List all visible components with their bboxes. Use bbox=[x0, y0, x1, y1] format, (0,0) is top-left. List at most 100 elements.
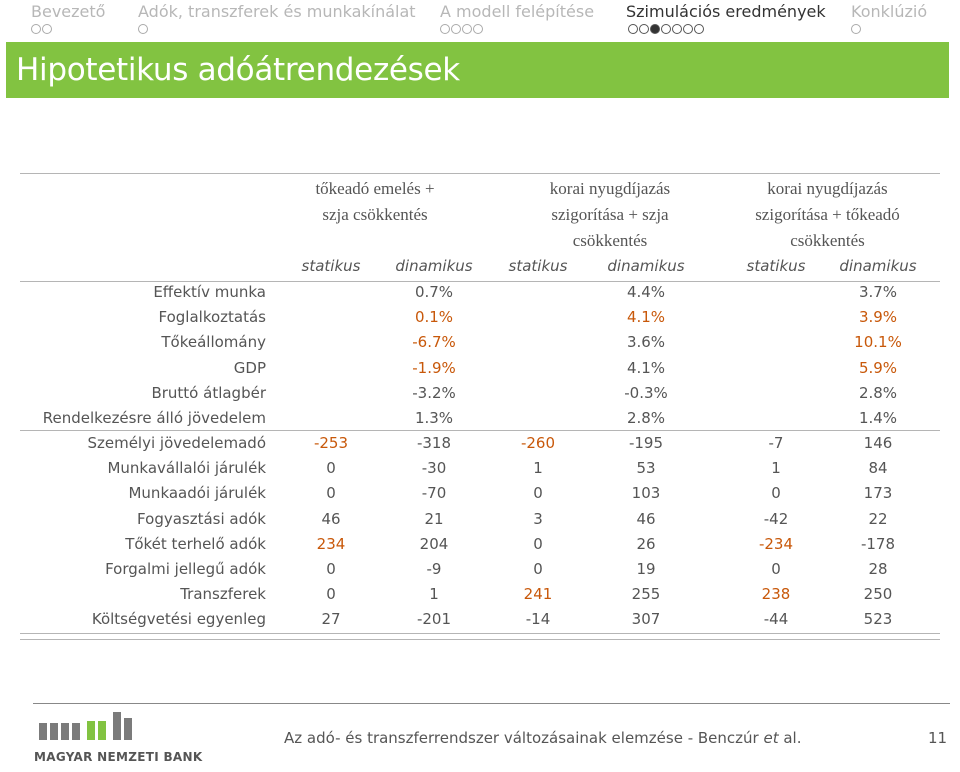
section-divider bbox=[20, 430, 940, 431]
table-cell: 234 bbox=[316, 534, 346, 553]
table-cell: 26 bbox=[636, 534, 656, 553]
mnb-logo: MAGYAR NEMZETI BANK bbox=[34, 710, 202, 770]
table-cell: 0 bbox=[771, 560, 781, 578]
table-cell: -1.9% bbox=[412, 358, 456, 377]
nav-dot-icon[interactable] bbox=[473, 24, 483, 34]
nav-dots-modell[interactable] bbox=[440, 24, 484, 36]
nav-dot-icon[interactable] bbox=[639, 24, 649, 34]
table-cell: 523 bbox=[863, 610, 893, 629]
table-cell: 3.7% bbox=[858, 283, 898, 301]
row-label: Személyi jövedelemadó bbox=[87, 434, 266, 452]
nav-dot-icon[interactable] bbox=[31, 24, 41, 34]
results-table: tőkeadó emelés + szja csökkentés korai n… bbox=[20, 173, 940, 643]
subheader-statikus: statikus bbox=[508, 257, 568, 275]
page-number: 11 bbox=[928, 729, 948, 747]
footer-citation-main: Az adó- és transzferrendszer változásain… bbox=[284, 729, 764, 747]
table-cell: 1 bbox=[533, 459, 543, 478]
header-rule bbox=[20, 281, 940, 282]
row-label: Munkaadói járulék bbox=[128, 484, 266, 503]
row-label: Munkavállalói járulék bbox=[107, 459, 266, 478]
table-cell: 46 bbox=[321, 509, 341, 528]
nav-dots-bevezeto[interactable] bbox=[31, 24, 53, 36]
table-cell: 0.7% bbox=[414, 283, 454, 301]
group-header-2-line3: csökkentés bbox=[572, 231, 648, 250]
table-row: Személyi jövedelemadó -253 -318 -260 -195 -7 1… bbox=[20, 431, 940, 456]
nav-dot-icon[interactable] bbox=[440, 24, 450, 34]
nav-dot-icon[interactable] bbox=[672, 24, 682, 34]
table-row: Tőkét terhelő adók 234 204 0 26 -234 -178 bbox=[20, 532, 940, 557]
group-header-3-line2: szigorítása + tőkeadó bbox=[755, 205, 900, 224]
group-header-3-line3: csökkentés bbox=[790, 231, 865, 250]
footer-rule bbox=[33, 703, 950, 704]
nav-dots-konkluzio[interactable] bbox=[851, 24, 862, 36]
table-cell: 0 bbox=[771, 484, 781, 503]
nav-dot-icon[interactable] bbox=[694, 24, 704, 34]
table-cell: 146 bbox=[863, 434, 893, 452]
table-cell: 4.4% bbox=[626, 283, 666, 301]
table-cell: -30 bbox=[421, 459, 447, 478]
table-cell: 1.3% bbox=[414, 409, 454, 427]
nav-dot-icon[interactable] bbox=[451, 24, 461, 34]
subheader-dinamikus: dinamikus bbox=[395, 257, 473, 275]
subheader-statikus: statikus bbox=[301, 257, 361, 275]
table-row: Munkavállalói járulék 0 -30 1 53 1 84 bbox=[20, 456, 940, 481]
table-cell: -195 bbox=[628, 434, 664, 452]
table-row: Bruttó átlagbér -3.2% -0.3% 2.8% bbox=[20, 381, 940, 406]
table-cell: -14 bbox=[525, 610, 551, 629]
group-header-1-line2: szja csökkentés bbox=[322, 205, 428, 224]
table-cell: 2.8% bbox=[858, 383, 898, 402]
nav-dot-icon[interactable] bbox=[851, 24, 861, 34]
footer-citation-italic: et bbox=[763, 729, 779, 747]
table-cell: -260 bbox=[520, 434, 556, 452]
subheader-dinamikus: dinamikus bbox=[607, 257, 685, 275]
nav-dot-icon[interactable] bbox=[42, 24, 52, 34]
table-row: GDP -1.9% 4.1% 5.9% bbox=[20, 356, 940, 381]
nav-item-adok[interactable]: Adók, transzferek és munkakínálat bbox=[138, 2, 416, 21]
nav-item-bevezeto[interactable]: Bevezető bbox=[31, 2, 106, 21]
table-cell: 4.1% bbox=[626, 358, 666, 377]
nav-item-szimulacios[interactable]: Szimulációs eredmények bbox=[626, 2, 826, 21]
table-cell: -253 bbox=[313, 434, 349, 452]
table-cell: 5.9% bbox=[858, 358, 898, 377]
footer-citation-end: al. bbox=[778, 729, 802, 747]
table-row: Forgalmi jellegű adók 0 -9 0 19 0 28 bbox=[20, 557, 940, 582]
nav-dots-adok[interactable] bbox=[138, 24, 149, 36]
nav-dots-szimulacios[interactable] bbox=[628, 24, 705, 36]
table-cell: 1 bbox=[429, 585, 439, 604]
table-cell: 238 bbox=[761, 585, 791, 604]
table-cell: -178 bbox=[860, 534, 896, 553]
table-cell: -70 bbox=[421, 484, 447, 503]
table-cell: 173 bbox=[863, 484, 893, 503]
table-row: Munkaadói járulék 0 -70 0 103 0 173 bbox=[20, 481, 940, 506]
nav-dot-icon[interactable] bbox=[138, 24, 148, 34]
row-label: Tőkét terhelő adók bbox=[125, 534, 266, 553]
nav-item-modell[interactable]: A modell felépítése bbox=[440, 2, 595, 21]
table-cell: 0.1% bbox=[414, 308, 454, 327]
nav-item-konkluzio[interactable]: Konklúzió bbox=[851, 2, 928, 21]
table-cell: 0 bbox=[533, 484, 543, 503]
mnb-logo-text: MAGYAR NEMZETI BANK bbox=[34, 750, 203, 764]
table-cell: 53 bbox=[636, 459, 656, 478]
table-cell: 28 bbox=[868, 560, 888, 578]
nav-dot-icon[interactable] bbox=[650, 24, 660, 34]
table-cell: -3.2% bbox=[412, 383, 456, 402]
table-cell: -318 bbox=[416, 434, 452, 452]
table-cell: 103 bbox=[631, 484, 661, 503]
table-cell: 307 bbox=[631, 610, 661, 629]
table-cell: 84 bbox=[868, 459, 888, 478]
table-cell: -6.7% bbox=[412, 333, 456, 352]
row-label: Transzferek bbox=[180, 585, 266, 604]
row-label: Fogyasztási adók bbox=[137, 509, 266, 528]
nav-dot-icon[interactable] bbox=[462, 24, 472, 34]
mnb-logo-bars-icon bbox=[39, 710, 139, 740]
nav-dot-icon[interactable] bbox=[683, 24, 693, 34]
footer-citation: Az adó- és transzferrendszer változásain… bbox=[284, 729, 802, 747]
table-cell: 0 bbox=[326, 459, 336, 478]
group-header-3-line1: korai nyugdíjazás bbox=[767, 179, 888, 198]
table-cell: 255 bbox=[631, 585, 661, 604]
nav-dot-icon[interactable] bbox=[661, 24, 671, 34]
row-label: Rendelkezésre álló jövedelem bbox=[42, 409, 266, 427]
nav-dot-icon[interactable] bbox=[628, 24, 638, 34]
subheader-statikus: statikus bbox=[746, 257, 806, 275]
table-row: Fogyasztási adók 46 21 3 46 -42 22 bbox=[20, 507, 940, 532]
